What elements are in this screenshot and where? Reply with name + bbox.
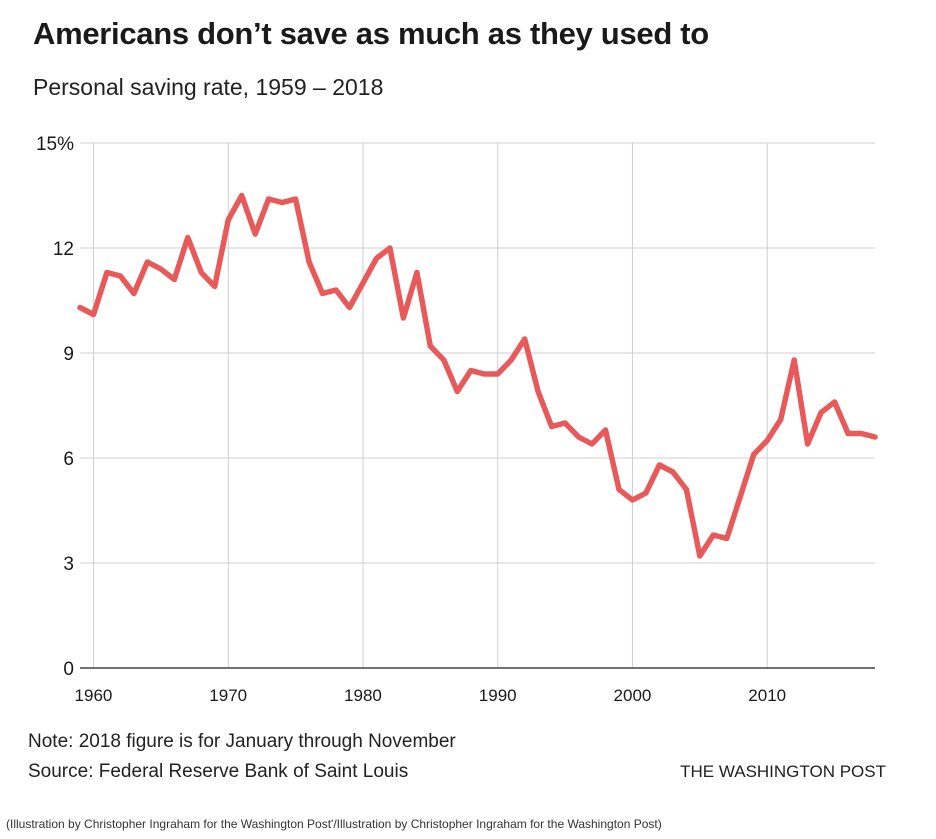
y-tick-label: 12 <box>53 239 74 260</box>
y-axis-tick-labels: 0 3 6 9 12 15% <box>36 134 74 680</box>
x-gridlines <box>92 143 768 668</box>
y-tick-label: 15% <box>36 134 74 155</box>
chart-note: Note: 2018 figure is for January through… <box>28 731 456 752</box>
x-tick-label: 1990 <box>479 686 517 705</box>
chart-subtitle: Personal saving rate, 1959 – 2018 <box>33 74 384 100</box>
publisher-logo-text: THE WASHINGTON POST <box>680 762 886 781</box>
y-gridlines <box>80 142 875 564</box>
y-tick-label: 9 <box>63 344 74 365</box>
x-axis-tick-labels: 1960 1970 1980 1990 2000 2010 <box>75 686 787 705</box>
y-tick-label: 3 <box>63 554 74 575</box>
y-tick-label: 0 <box>63 659 74 680</box>
x-tick-label: 1970 <box>209 686 247 705</box>
x-tick-label: 1960 <box>75 686 113 705</box>
image-credit: (Illustration by Christopher Ingraham fo… <box>6 817 662 831</box>
series-group <box>77 192 878 559</box>
x-tick-label: 2000 <box>614 686 652 705</box>
series-line <box>77 192 878 559</box>
y-tick-label: 6 <box>63 449 74 470</box>
line-chart: 0 3 6 9 12 15% 1960 1970 1980 1990 2000 2010 <box>36 134 878 705</box>
chart-title: Americans don’t save as much as they use… <box>33 16 709 51</box>
x-tick-label: 2010 <box>748 686 786 705</box>
x-tick-label: 1980 <box>344 686 382 705</box>
chart-source: Source: Federal Reserve Bank of Saint Lo… <box>28 761 409 782</box>
